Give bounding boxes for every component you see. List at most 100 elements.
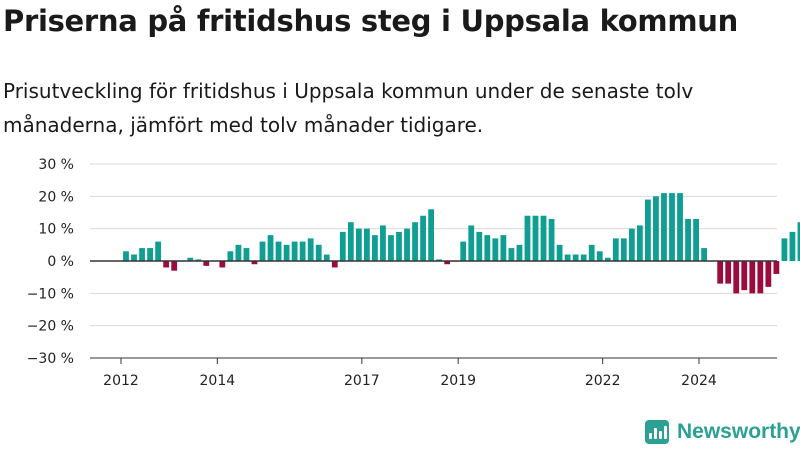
bar — [428, 209, 435, 261]
x-tick-label: 2019 — [440, 373, 476, 389]
bar — [420, 215, 426, 261]
y-tick-label: −10 % — [27, 286, 74, 302]
bar — [123, 251, 129, 261]
bar — [315, 244, 322, 261]
bar — [131, 254, 137, 261]
bar — [492, 238, 499, 261]
bar — [653, 196, 659, 261]
bar — [139, 248, 145, 261]
bar — [661, 193, 667, 261]
bar — [572, 254, 579, 261]
bar — [372, 235, 378, 261]
x-tick-label: 2022 — [585, 373, 621, 389]
bar — [797, 222, 800, 261]
bar — [331, 261, 338, 268]
y-tick-label: −20 % — [27, 319, 74, 335]
bar — [291, 241, 298, 261]
bar — [307, 238, 314, 261]
brand-name: Newsworthy — [677, 420, 800, 443]
bar — [765, 261, 772, 287]
bar — [484, 235, 491, 261]
bar — [275, 241, 282, 261]
bar — [620, 238, 627, 261]
bar — [773, 261, 780, 274]
bar — [355, 228, 362, 261]
bar — [524, 215, 531, 261]
bar — [163, 261, 170, 268]
bar — [155, 241, 162, 261]
bar — [404, 228, 410, 261]
bar — [283, 244, 290, 261]
bar — [323, 254, 330, 261]
bar — [476, 231, 483, 261]
bar — [628, 228, 635, 261]
newsworthy-brand: Newsworthy — [645, 420, 800, 444]
bar — [781, 238, 788, 261]
bar — [757, 261, 764, 294]
bar — [669, 193, 675, 261]
bar — [380, 225, 386, 261]
bar — [412, 222, 418, 261]
bar — [500, 235, 507, 261]
bar — [203, 261, 210, 266]
y-tick-label: 20 % — [38, 189, 74, 205]
bar — [235, 244, 242, 261]
bar — [195, 259, 202, 261]
bar — [251, 261, 258, 265]
y-tick-label: −30 % — [27, 351, 74, 367]
bar — [636, 225, 643, 261]
bars — [123, 193, 800, 294]
bar — [444, 261, 451, 265]
bar — [717, 261, 724, 284]
bar — [580, 254, 587, 261]
bar — [219, 261, 226, 268]
bar — [227, 251, 234, 261]
bar — [693, 218, 699, 261]
bar — [508, 248, 515, 261]
bar — [733, 261, 740, 294]
x-tick-label: 2024 — [681, 373, 717, 389]
bar — [612, 238, 619, 261]
y-axis: 30 % 20 % 10 % 0 % −10 % −20 % −30 % — [27, 157, 74, 367]
y-tick-label: 30 % — [38, 157, 74, 173]
bar — [540, 215, 547, 261]
bar — [339, 231, 346, 261]
bar — [171, 261, 178, 271]
bar — [299, 241, 306, 261]
bar — [436, 259, 443, 261]
x-tick-label: 2014 — [200, 373, 236, 389]
bar — [516, 244, 523, 261]
bar — [596, 251, 603, 261]
bar — [789, 231, 796, 261]
chart-subtitle: Prisutveckling för fritidshus i Uppsala … — [3, 79, 694, 137]
bar — [645, 199, 651, 261]
x-axis: 2012 2014 2017 2019 2022 2024 — [90, 357, 777, 389]
bar — [604, 257, 611, 261]
bar — [347, 222, 354, 261]
bar — [532, 215, 539, 261]
bar — [243, 248, 250, 261]
bar — [187, 257, 194, 261]
bar — [468, 225, 475, 261]
x-tick-label: 2012 — [103, 373, 139, 389]
bar — [725, 261, 732, 284]
x-tick-label: 2017 — [344, 373, 380, 389]
bar — [548, 218, 555, 261]
bar — [685, 218, 691, 261]
bar — [267, 235, 274, 261]
y-tick-label: 0 % — [47, 254, 74, 270]
bar — [147, 248, 153, 261]
bar — [259, 241, 266, 261]
newsworthy-logo-icon — [645, 420, 669, 444]
bar — [701, 248, 708, 261]
bar — [677, 193, 683, 261]
bar — [588, 244, 595, 261]
bar — [396, 231, 402, 261]
bar — [749, 261, 756, 294]
bar — [564, 254, 571, 261]
chart-title: Priserna på fritidshus steg i Uppsala ko… — [3, 4, 738, 38]
bar — [363, 228, 370, 261]
bar — [741, 261, 748, 291]
y-tick-label: 10 % — [38, 222, 74, 238]
